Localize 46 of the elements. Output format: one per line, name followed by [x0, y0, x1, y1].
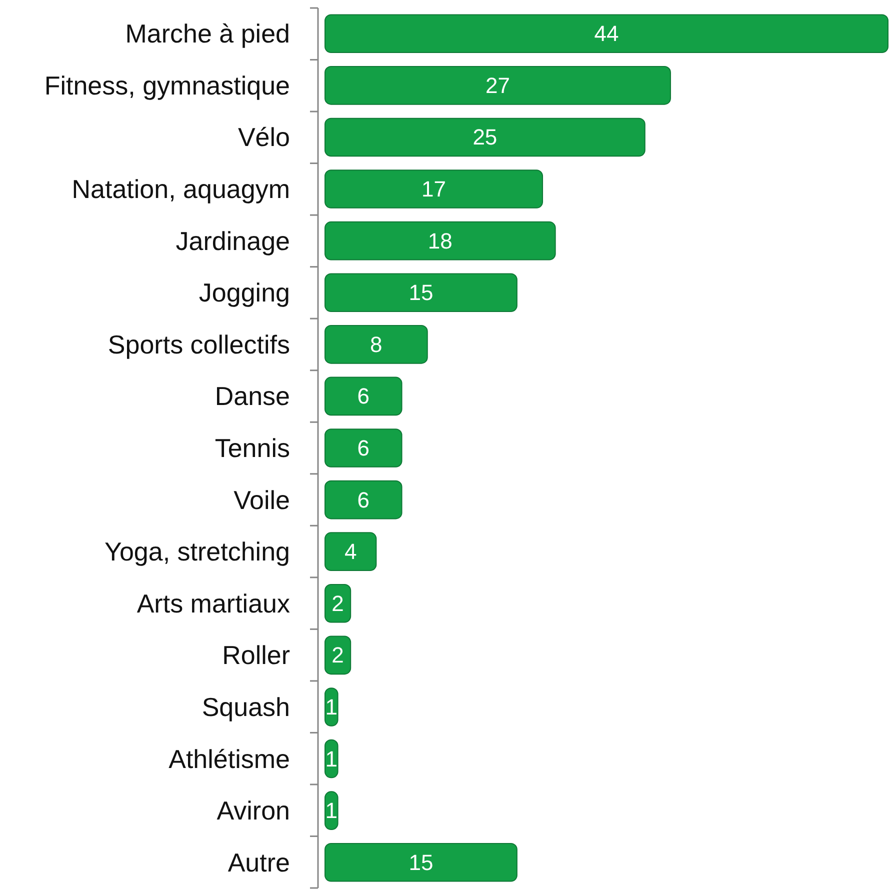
- data-label: 1: [325, 746, 338, 772]
- y-tick-label: Danse: [214, 381, 290, 412]
- data-label: 1: [325, 798, 338, 824]
- bar: [324, 325, 428, 364]
- data-label: 15: [408, 850, 434, 875]
- data-label: 2: [332, 590, 344, 616]
- bar: [324, 376, 402, 416]
- y-tick-label: Jardinage: [176, 226, 290, 256]
- y-tick-label: Vélo: [238, 122, 290, 152]
- y-tick-label: Athlétisme: [168, 744, 290, 774]
- bar: [324, 170, 544, 208]
- y-tick-label: Autre: [228, 847, 290, 878]
- data-label: 4: [344, 539, 357, 564]
- bar: [324, 221, 556, 260]
- data-label: 6: [357, 436, 370, 460]
- bar: [324, 273, 518, 312]
- data-label: 27: [485, 72, 510, 98]
- data-label: 6: [357, 487, 370, 512]
- data-label: 17: [422, 176, 446, 202]
- y-tick-label: Aviron: [216, 796, 290, 826]
- bar: [324, 480, 402, 520]
- bar: [324, 118, 646, 157]
- y-tick-label: Tennis: [214, 433, 290, 463]
- y-tick-label: Marche à pied: [125, 18, 290, 49]
- bar: [324, 532, 377, 571]
- y-tick-label: Arts martiaux: [136, 588, 290, 618]
- y-tick-label: Natation, aquagym: [72, 174, 290, 204]
- y-tick-label: Yoga, stretching: [104, 536, 290, 567]
- data-label: 1: [325, 694, 338, 720]
- data-label: 44: [594, 21, 619, 46]
- bar: [324, 842, 518, 882]
- bar: [324, 14, 888, 54]
- data-label: 2: [332, 642, 344, 668]
- y-tick-label: Roller: [222, 640, 290, 670]
- y-tick-label: Jogging: [198, 278, 290, 308]
- y-tick-label: Squash: [202, 692, 290, 722]
- bar: [324, 428, 402, 468]
- data-label: 8: [370, 332, 382, 357]
- data-label: 15: [408, 280, 434, 306]
- y-tick-label: Sports collectifs: [108, 329, 290, 360]
- data-label: 6: [357, 384, 370, 409]
- y-tick-label: Voile: [234, 484, 290, 515]
- bar: [324, 66, 671, 105]
- y-tick-label: Fitness, gymnastique: [44, 70, 290, 100]
- data-label: 18: [428, 228, 452, 254]
- data-label: 25: [472, 124, 498, 150]
